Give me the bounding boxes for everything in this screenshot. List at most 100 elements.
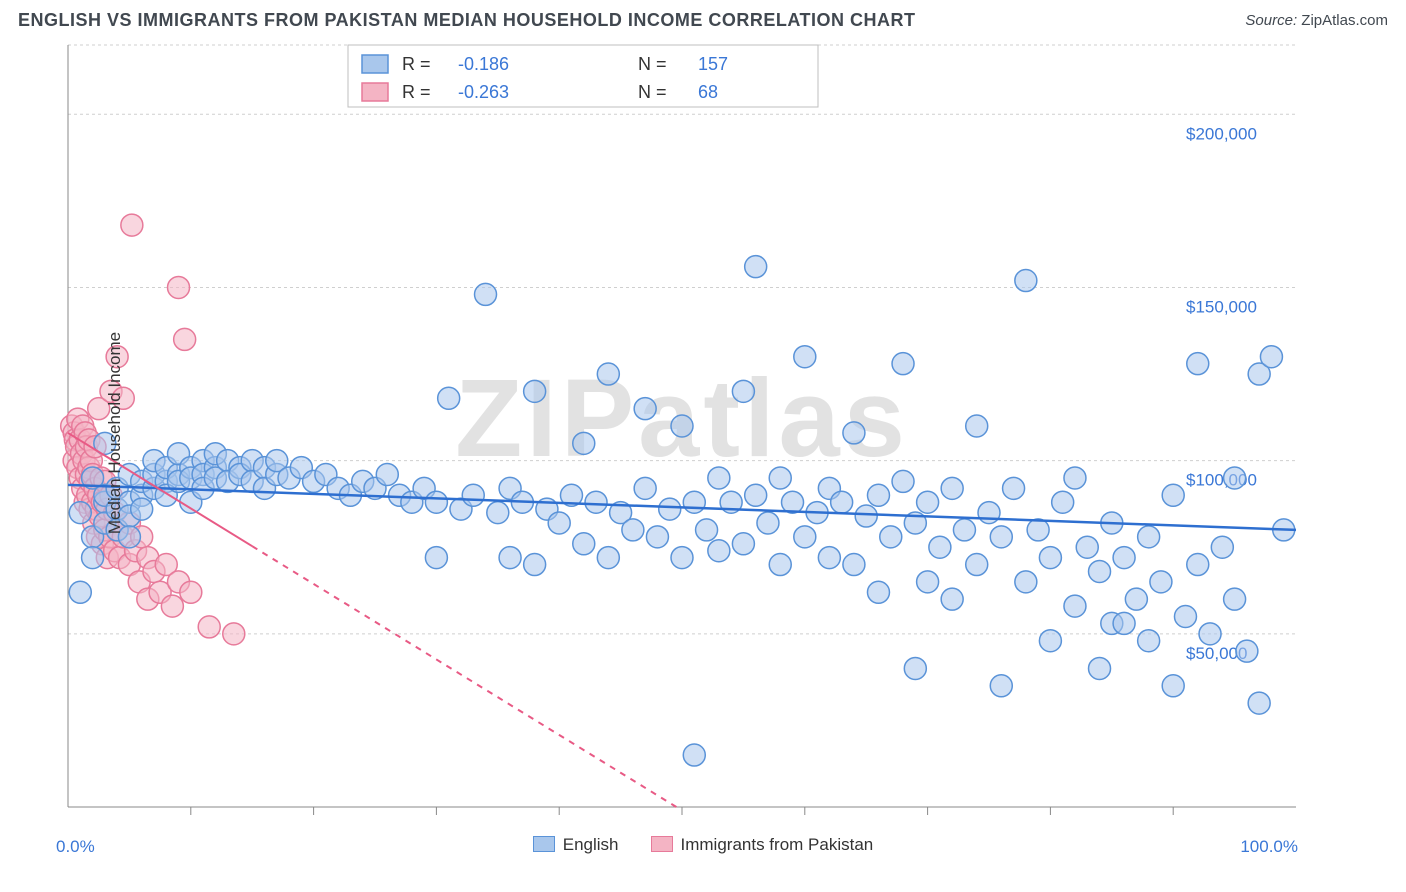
- data-point-english: [1174, 606, 1196, 628]
- data-point-english: [524, 554, 546, 576]
- data-point-english: [966, 415, 988, 437]
- data-point-english: [524, 380, 546, 402]
- data-point-pakistan: [180, 581, 202, 603]
- data-point-english: [425, 491, 447, 513]
- data-point-english: [1003, 477, 1025, 499]
- data-point-english: [1236, 640, 1258, 662]
- legend-r-label: R =: [402, 54, 431, 74]
- data-point-english: [978, 502, 1000, 524]
- data-point-english: [1150, 571, 1172, 593]
- data-point-english: [1039, 547, 1061, 569]
- legend-n-label: N =: [638, 82, 667, 102]
- data-point-english: [867, 484, 889, 506]
- data-point-pakistan: [121, 214, 143, 236]
- source-label: Source:: [1245, 12, 1297, 29]
- legend-swatch: [362, 55, 388, 73]
- data-point-english: [855, 505, 877, 527]
- data-point-english: [892, 353, 914, 375]
- legend-swatch: [533, 836, 555, 852]
- data-point-english: [1076, 536, 1098, 558]
- data-point-english: [69, 581, 91, 603]
- data-point-english: [622, 519, 644, 541]
- data-point-english: [990, 675, 1012, 697]
- x-axis-max-label: 100.0%: [1240, 837, 1298, 857]
- data-point-pakistan: [161, 595, 183, 617]
- data-point-english: [929, 536, 951, 558]
- data-point-english: [892, 470, 914, 492]
- data-point-english: [683, 744, 705, 766]
- chart-title: ENGLISH VS IMMIGRANTS FROM PAKISTAN MEDI…: [18, 10, 916, 31]
- legend-r-value: -0.263: [458, 82, 509, 102]
- data-point-english: [585, 491, 607, 513]
- data-point-english: [745, 484, 767, 506]
- source-attribution: Source: ZipAtlas.com: [1245, 12, 1388, 29]
- legend-label: Immigrants from Pakistan: [681, 835, 874, 854]
- data-point-english: [696, 519, 718, 541]
- data-point-english: [597, 363, 619, 385]
- data-point-pakistan: [198, 616, 220, 638]
- data-point-english: [1224, 588, 1246, 610]
- data-point-english: [671, 547, 693, 569]
- data-point-english: [880, 526, 902, 548]
- data-point-english: [1162, 675, 1184, 697]
- data-point-english: [867, 581, 889, 603]
- data-point-english: [1113, 612, 1135, 634]
- data-point-english: [1113, 547, 1135, 569]
- data-point-english: [1224, 467, 1246, 489]
- data-point-english: [843, 422, 865, 444]
- data-point-english: [1125, 588, 1147, 610]
- legend-label: English: [563, 835, 619, 854]
- legend-r-value: -0.186: [458, 54, 509, 74]
- data-point-english: [1089, 560, 1111, 582]
- legend-n-label: N =: [638, 54, 667, 74]
- data-point-english: [1064, 595, 1086, 617]
- data-point-english: [634, 398, 656, 420]
- data-point-english: [917, 571, 939, 593]
- data-point-english: [1138, 630, 1160, 652]
- data-point-english: [475, 283, 497, 305]
- data-point-english: [990, 526, 1012, 548]
- data-point-english: [376, 463, 398, 485]
- data-point-english: [769, 554, 791, 576]
- data-point-english: [634, 477, 656, 499]
- data-point-english: [671, 415, 693, 437]
- data-point-english: [708, 467, 730, 489]
- chart-header: ENGLISH VS IMMIGRANTS FROM PAKISTAN MEDI…: [0, 0, 1406, 37]
- data-point-english: [659, 498, 681, 520]
- y-tick-label: $100,000: [1186, 471, 1257, 490]
- data-point-english: [487, 502, 509, 524]
- legend-n-value: 68: [698, 82, 718, 102]
- data-point-english: [1187, 554, 1209, 576]
- data-point-english: [745, 256, 767, 278]
- data-point-english: [69, 502, 91, 524]
- data-point-english: [757, 512, 779, 534]
- legend-swatch: [651, 836, 673, 852]
- data-point-english: [131, 498, 153, 520]
- data-point-english: [1199, 623, 1221, 645]
- data-point-english: [1211, 536, 1233, 558]
- data-point-english: [818, 547, 840, 569]
- data-point-english: [1015, 270, 1037, 292]
- data-point-english: [573, 533, 595, 555]
- y-tick-label: $200,000: [1186, 124, 1257, 143]
- data-point-english: [1162, 484, 1184, 506]
- data-point-english: [646, 526, 668, 548]
- data-point-english: [732, 533, 754, 555]
- data-point-english: [708, 540, 730, 562]
- legend-item: English: [533, 835, 619, 855]
- y-tick-label: $150,000: [1186, 297, 1257, 316]
- data-point-english: [794, 526, 816, 548]
- data-point-pakistan: [174, 328, 196, 350]
- legend-n-value: 157: [698, 54, 728, 74]
- legend-r-label: R =: [402, 82, 431, 102]
- legend-item: Immigrants from Pakistan: [651, 835, 874, 855]
- data-point-english: [438, 387, 460, 409]
- data-point-english: [794, 346, 816, 368]
- data-point-english: [573, 432, 595, 454]
- data-point-english: [1089, 657, 1111, 679]
- data-point-english: [941, 477, 963, 499]
- data-point-english: [597, 547, 619, 569]
- chart-container: Median Household Income $50,000$100,000$…: [18, 37, 1388, 829]
- data-point-english: [782, 491, 804, 513]
- data-point-pakistan: [223, 623, 245, 645]
